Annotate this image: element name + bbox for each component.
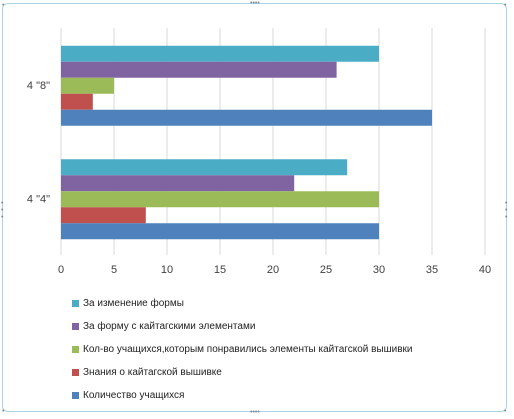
x-tick-label: 10 <box>161 264 173 276</box>
bar-series-1-category-0 <box>61 61 337 78</box>
x-tick-label: 15 <box>214 264 226 276</box>
bar-series-0-category-0 <box>61 45 379 62</box>
legend-swatch <box>72 346 79 353</box>
legend-swatch <box>72 300 79 307</box>
resize-handle-bottom-left[interactable]: • <box>2 408 5 415</box>
legend-swatch <box>72 323 79 330</box>
x-tick-label: 35 <box>426 264 438 276</box>
legend-item: Знания о кайтагской вышивке <box>72 361 413 384</box>
bar-series-2-category-1 <box>61 191 379 208</box>
x-tick-label: 30 <box>373 264 385 276</box>
resize-handle-right[interactable]: • • • <box>505 200 508 221</box>
resize-handle-top-left[interactable]: • <box>2 2 5 9</box>
category-label: 4 "8" <box>27 80 50 92</box>
resize-handle-top-right[interactable]: • <box>504 2 507 9</box>
bar-series-1-category-1 <box>61 175 295 192</box>
bar-series-3-category-0 <box>61 93 93 110</box>
bar-series-4-category-0 <box>61 109 432 126</box>
x-tick-label: 40 <box>479 264 491 276</box>
legend: За изменение формы За форму с кайтагскими… <box>72 292 413 407</box>
bars <box>61 45 432 240</box>
legend-label: За форму с кайтагскими элементами <box>83 321 256 332</box>
bar-series-2-category-0 <box>61 77 114 94</box>
legend-item: Количество учащихся <box>72 384 413 407</box>
y-axis-categories: 4 "8" 4 "4" <box>27 80 50 206</box>
legend-label: За изменение формы <box>83 298 184 309</box>
legend-swatch <box>72 392 79 399</box>
legend-label: Кол-во учащихся,которым понравились элем… <box>83 344 413 355</box>
legend-item: За изменение формы <box>72 292 413 315</box>
legend-label: Количество учащихся <box>83 390 185 401</box>
resize-handle-bottom-right[interactable]: • <box>504 408 507 415</box>
bar-series-3-category-1 <box>61 207 146 224</box>
legend-item: Кол-во учащихся,которым понравились элем… <box>72 338 413 361</box>
x-tick-label: 20 <box>267 264 279 276</box>
legend-label: Знания о кайтагской вышивке <box>83 367 222 378</box>
x-tick-label: 0 <box>58 264 64 276</box>
x-axis-ticks: 0 5 10 15 20 25 30 35 40 <box>58 264 491 276</box>
resize-handle-top[interactable]: •••• <box>250 0 260 7</box>
bar-series-0-category-1 <box>61 159 348 176</box>
category-label: 4 "4" <box>27 193 50 205</box>
resize-handle-left[interactable]: • • • <box>1 200 4 221</box>
x-tick-label: 25 <box>320 264 332 276</box>
bar-series-4-category-1 <box>61 223 379 240</box>
legend-item: За форму с кайтагскими элементами <box>72 315 413 338</box>
legend-swatch <box>72 369 79 376</box>
resize-handle-bottom[interactable]: •••• <box>250 409 260 416</box>
x-tick-label: 5 <box>111 264 117 276</box>
